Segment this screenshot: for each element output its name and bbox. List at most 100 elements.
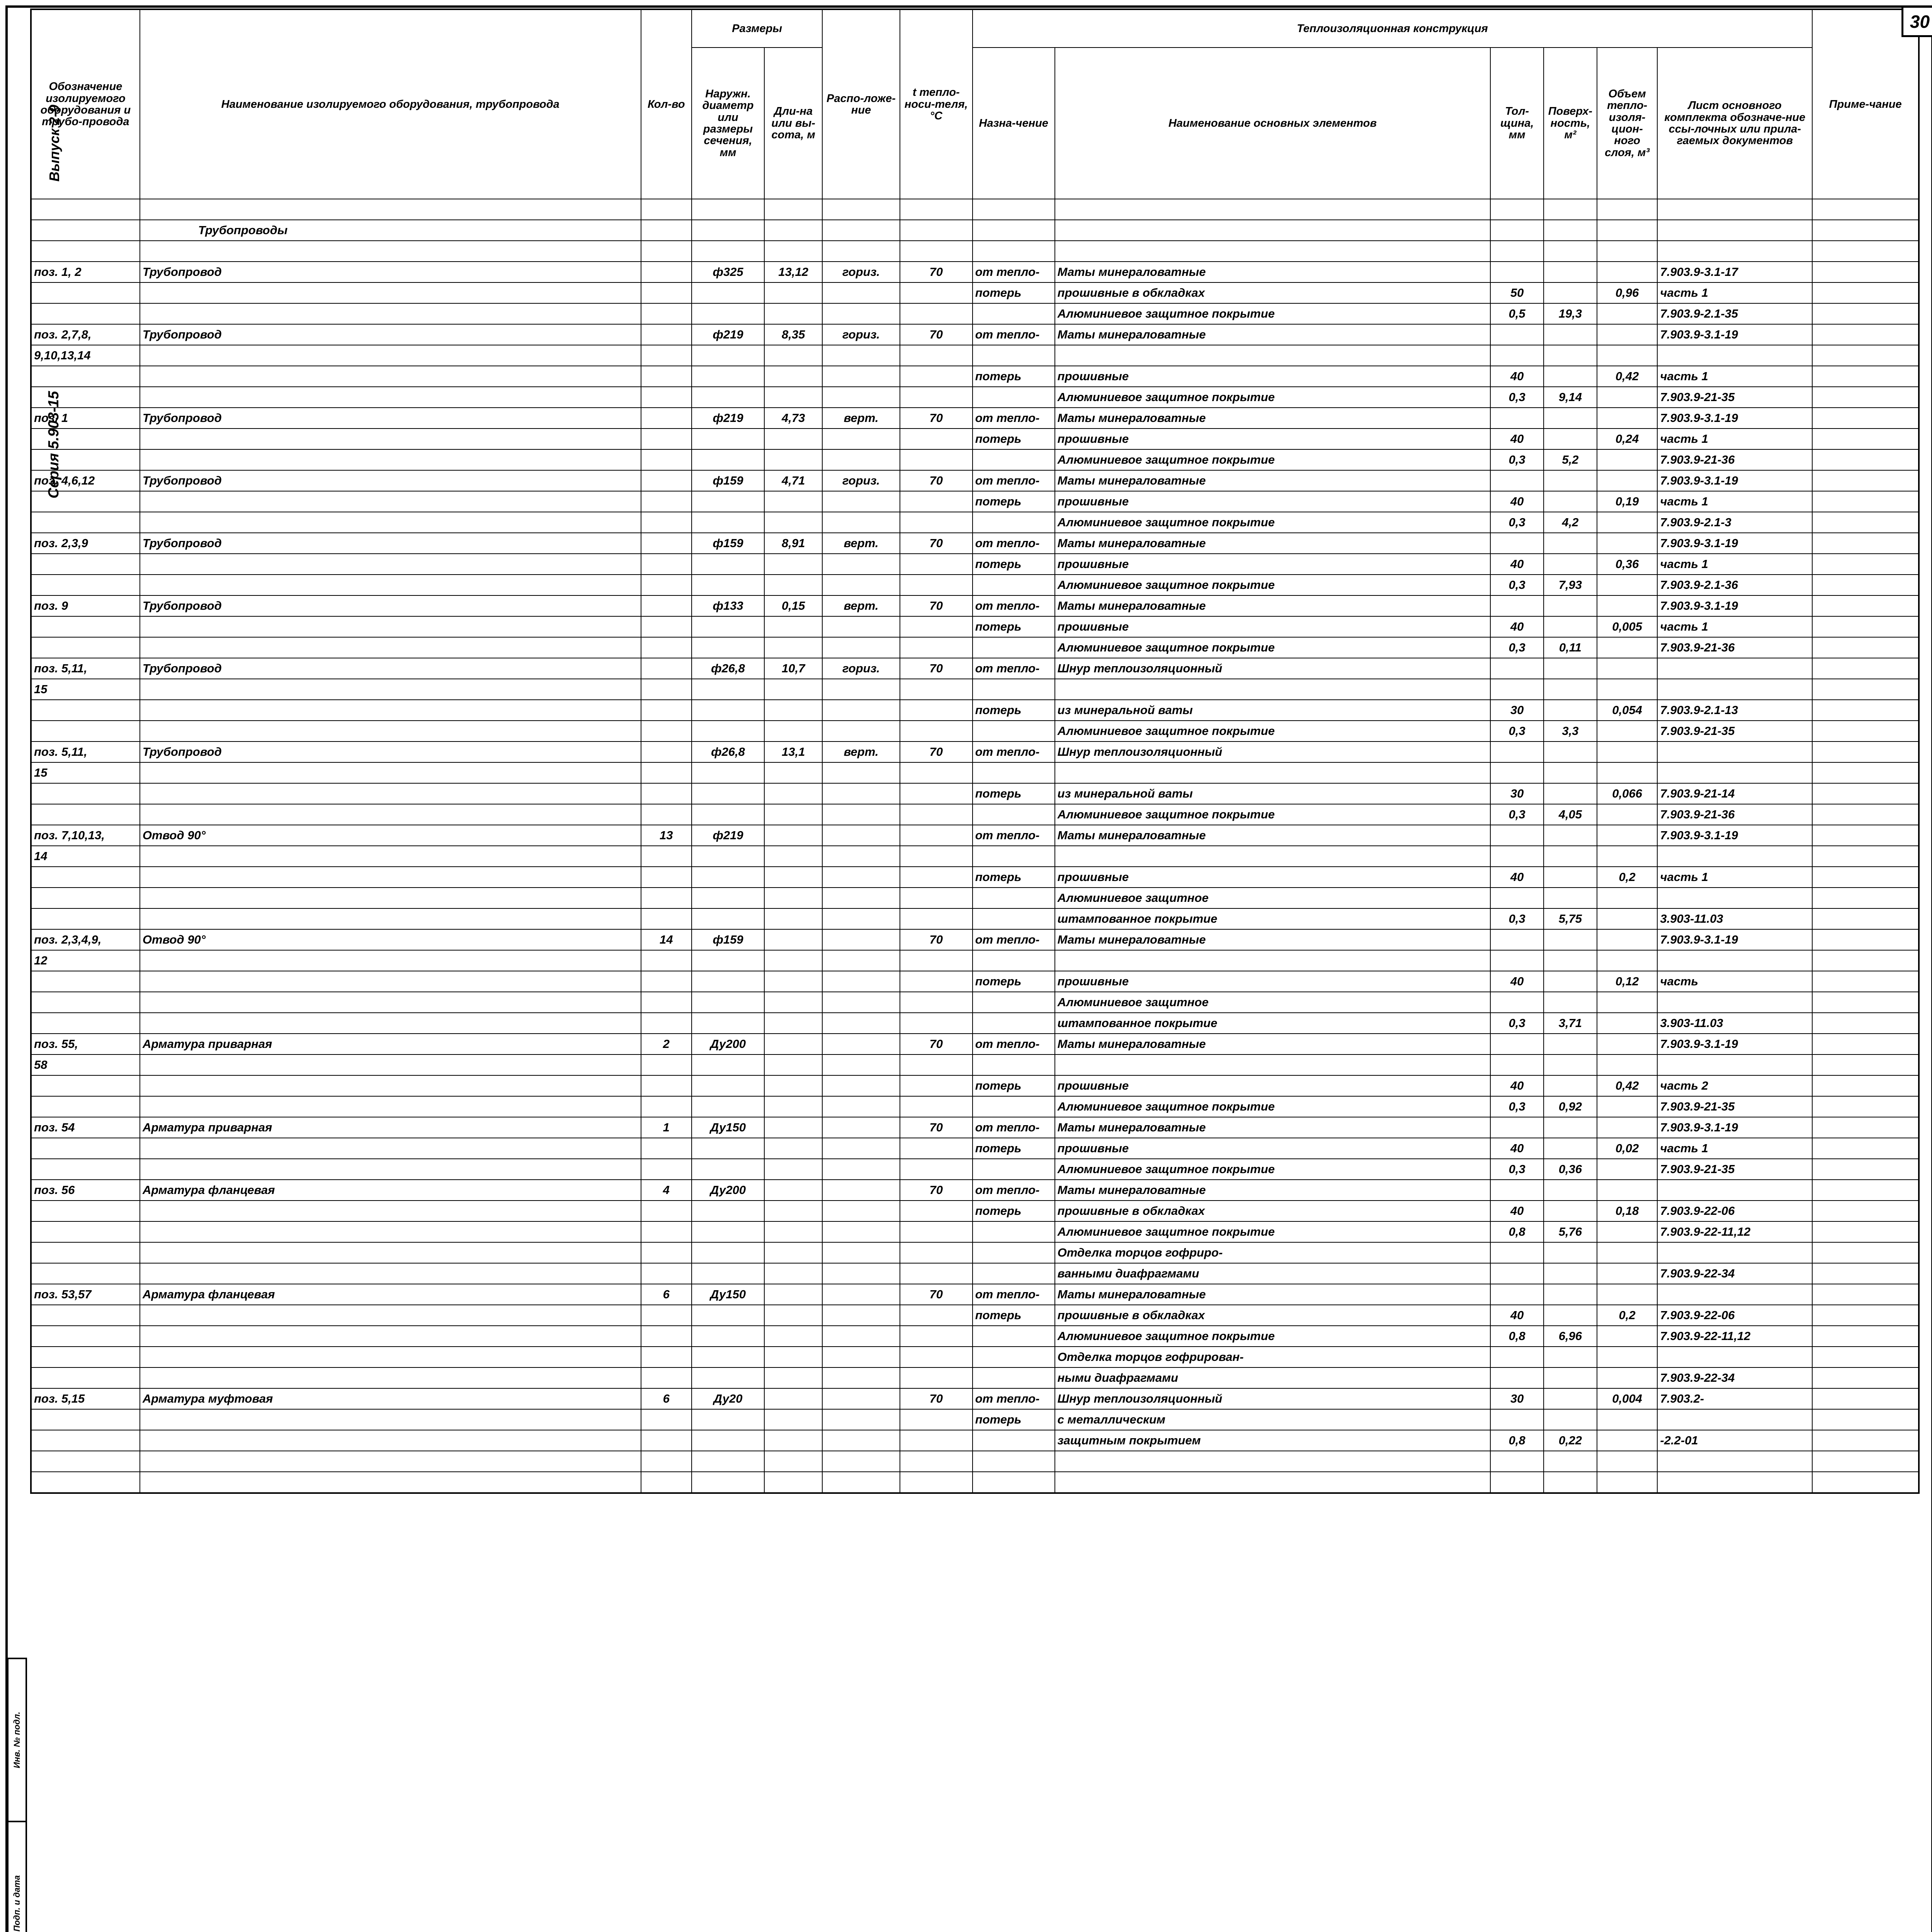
cell-outer-diameter: [691, 366, 765, 387]
cell-length: [764, 1242, 823, 1264]
cell-designation: [31, 1200, 140, 1222]
cell-empty: [899, 762, 973, 784]
cell-name: Трубопровод: [139, 407, 641, 429]
cell-note: [1812, 741, 1919, 763]
cell-designation: поз. 5,11,: [31, 658, 140, 679]
cell-outer-diameter: [691, 1221, 765, 1243]
cell-element: Алюминиевое защитное покрытие: [1054, 449, 1491, 471]
cell-volume: [1596, 804, 1658, 825]
cell-thickness: [1490, 887, 1544, 909]
cell-purpose: потерь: [972, 553, 1055, 575]
cell-temperature: [899, 1263, 973, 1284]
cell-outer-diameter: Ду150: [691, 1117, 765, 1138]
cell-qty: [640, 1012, 692, 1034]
header-length: Дли-на или вы-сота, м: [764, 47, 823, 199]
cell-designation: [31, 491, 140, 512]
cell-location: [822, 1221, 900, 1243]
cell-location: [822, 1409, 900, 1430]
cell-outer-diameter: [691, 1430, 765, 1451]
cell-sheet-reference: 7.903.9-3.1-19: [1657, 1117, 1813, 1138]
cell-outer-diameter: [691, 428, 765, 450]
cell-volume: [1596, 407, 1658, 429]
cell-volume: [1596, 992, 1658, 1013]
cell-length: [764, 1179, 823, 1201]
table-row: поз. 53,57 Арматура фланцевая 6 Ду150 70 от т…: [31, 1284, 1919, 1305]
cell-location: [822, 491, 900, 512]
cell-empty: [899, 1054, 973, 1076]
table-row-continuation: 15: [31, 679, 1919, 700]
cell-element: Шнур теплоизоляционный: [1054, 1388, 1491, 1410]
cell-name: [139, 1138, 641, 1159]
cell-temperature: [899, 908, 973, 930]
cell-sheet-reference: 7.903.9-21-14: [1657, 783, 1813, 804]
table-row-continuation: 15: [31, 762, 1919, 784]
cell-thickness: [1490, 658, 1544, 679]
cell-surface: [1543, 1263, 1597, 1284]
cell-outer-diameter: [691, 1012, 765, 1034]
cell-qty: [640, 720, 692, 742]
cell-sheet-reference: 7.903.9-2.1-35: [1657, 303, 1813, 325]
cell-outer-diameter: Ду20: [691, 1388, 765, 1410]
cell-empty: [1490, 1451, 1544, 1472]
cell-location: [822, 574, 900, 596]
cell-element: Маты минераловатные: [1054, 1033, 1491, 1055]
cell-length: 4,71: [764, 470, 823, 492]
table-row: штампованное покрытие 0,3 3,71 3.903-11.03: [31, 1012, 1919, 1034]
cell-temperature: [899, 825, 973, 846]
cell-outer-diameter: ф219: [691, 407, 765, 429]
cell-name: [139, 1304, 641, 1326]
cell-element: Маты минераловатные: [1054, 595, 1491, 617]
cell-note: [1812, 282, 1919, 304]
cell-length: 13,1: [764, 741, 823, 763]
cell-outer-diameter: [691, 1075, 765, 1097]
cell-volume: [1596, 386, 1658, 408]
cell-length: [764, 1117, 823, 1138]
cell-thickness: [1490, 595, 1544, 617]
cell-empty: [764, 762, 823, 784]
cell-empty: [691, 845, 765, 867]
cell-thickness: 0,3: [1490, 449, 1544, 471]
cell-empty: [691, 1054, 765, 1076]
cell-designation: [31, 720, 140, 742]
cell-empty: [640, 950, 692, 971]
cell-temperature: 70: [899, 1284, 973, 1305]
cell-sheet-reference: часть 1: [1657, 491, 1813, 512]
cell-empty: [1596, 199, 1658, 220]
cell-note: [1812, 887, 1919, 909]
cell-location: верт.: [822, 407, 900, 429]
cell-volume: [1596, 929, 1658, 951]
cell-note: [1812, 386, 1919, 408]
table-row: Алюминиевое защитное покрытие 0,3 4,2 7.903…: [31, 512, 1919, 533]
cell-name: Трубопровод: [139, 324, 641, 345]
cell-qty: 2: [640, 1033, 692, 1055]
cell-outer-diameter: ф26,8: [691, 741, 765, 763]
cell-empty: [139, 762, 641, 784]
cell-element: из минеральной ваты: [1054, 699, 1491, 721]
cell-outer-diameter: [691, 553, 765, 575]
table-row: потерь прошивные 40 0,2 часть 1: [31, 866, 1919, 888]
cell-volume: [1596, 1158, 1658, 1180]
cell-location: [822, 1117, 900, 1138]
cell-outer-diameter: [691, 1409, 765, 1430]
cell-length: [764, 1263, 823, 1284]
cell-empty: [1812, 240, 1919, 262]
cell-empty: [1543, 1471, 1597, 1493]
cell-thickness: [1490, 261, 1544, 283]
cell-length: [764, 1221, 823, 1243]
cell-location: [822, 804, 900, 825]
cell-note: [1812, 699, 1919, 721]
cell-sheet-reference: 7.903.9-22-11,12: [1657, 1221, 1813, 1243]
cell-designation: [31, 783, 140, 804]
cell-element: Алюминиевое защитное: [1054, 992, 1491, 1013]
cell-note: [1812, 1096, 1919, 1117]
cell-empty: [691, 219, 765, 241]
cell-outer-diameter: [691, 1304, 765, 1326]
cell-purpose: от тепло-: [972, 1388, 1055, 1410]
cell-sheet-reference: [1657, 1284, 1813, 1305]
cell-empty: [139, 845, 641, 867]
cell-surface: [1543, 261, 1597, 283]
cell-volume: [1596, 1325, 1658, 1347]
cell-purpose: [972, 908, 1055, 930]
cell-location: [822, 1012, 900, 1034]
cell-empty: [1596, 762, 1658, 784]
